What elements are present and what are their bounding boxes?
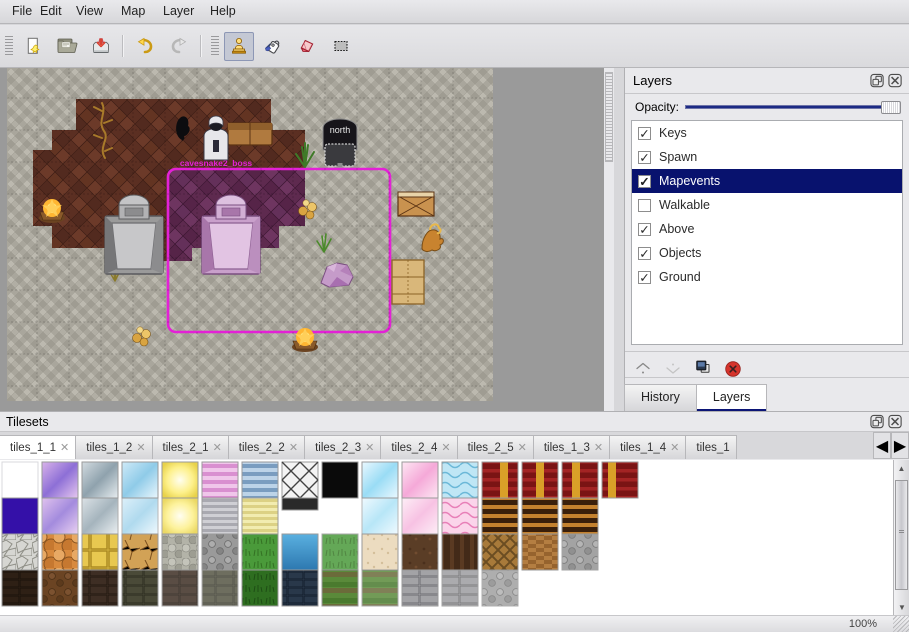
svg-text:north: north bbox=[330, 125, 351, 135]
